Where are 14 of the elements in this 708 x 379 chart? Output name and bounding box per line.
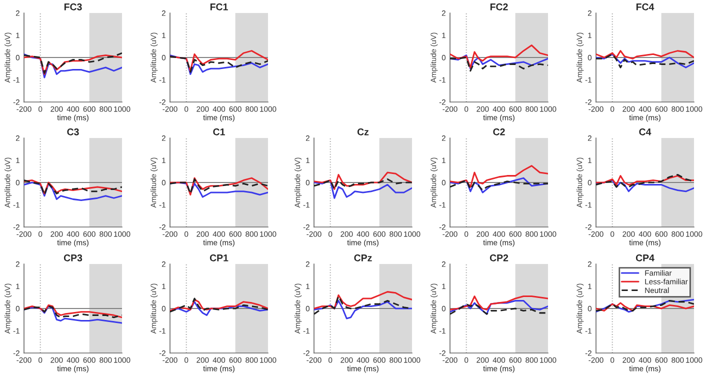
chart-title: CP2 [490,254,508,262]
chart-title: CP3 [64,254,82,262]
chart-title: FC2 [490,3,508,10]
chart-title: C4 [639,128,652,136]
chart-title: C3 [67,128,79,136]
chart-title: Cz [357,128,369,136]
chart-title: FC1 [210,3,228,10]
chart-title: C1 [213,128,225,136]
chart-title: CP1 [210,254,228,262]
chart-title: FC4 [636,3,654,10]
chart-title: FC3 [64,3,82,10]
chart-title: C2 [493,128,505,136]
chart-title: CP4 [636,254,654,262]
chart-title: CPz [354,254,372,262]
